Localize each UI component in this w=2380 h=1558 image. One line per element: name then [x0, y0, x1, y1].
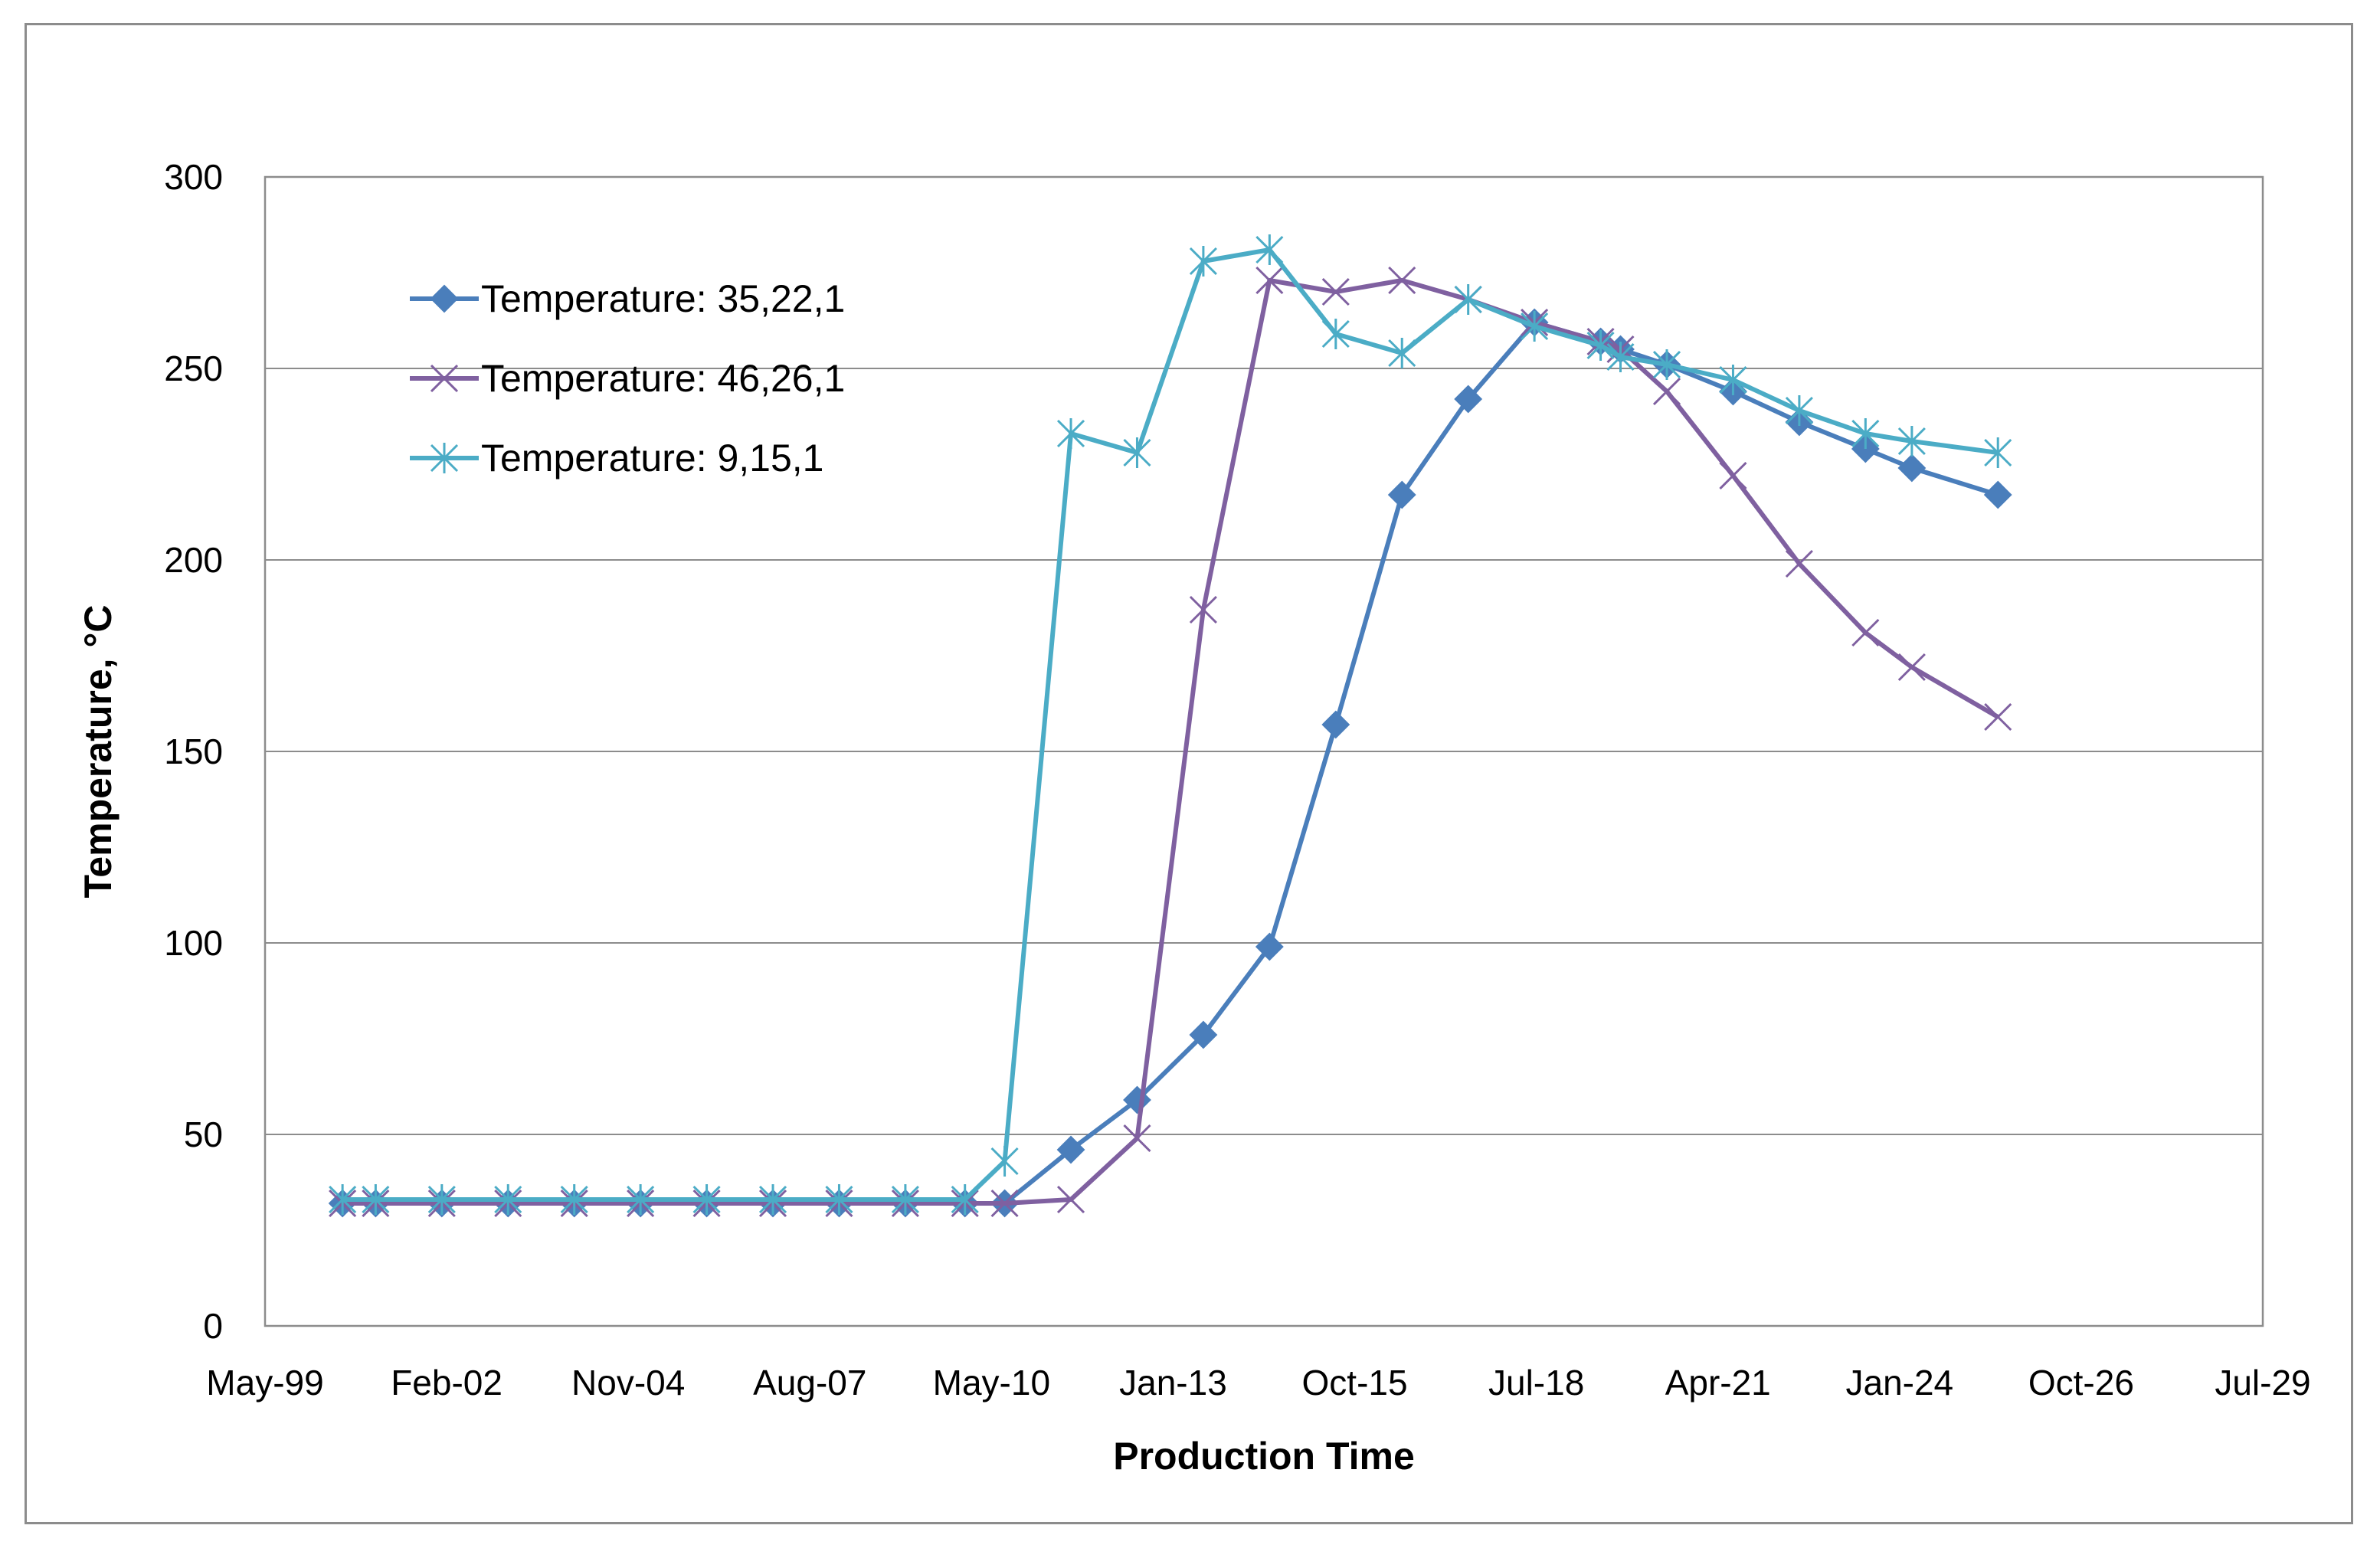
series-line	[342, 278, 1999, 1206]
data-point	[1056, 1135, 1085, 1164]
data-point	[427, 1184, 456, 1215]
data-point	[1056, 418, 1085, 449]
data-point	[1897, 426, 1926, 457]
y-tick-label: 300	[164, 157, 223, 197]
x-tick-label: May-10	[933, 1363, 1050, 1403]
data-point	[1255, 234, 1284, 265]
series-3	[329, 234, 2012, 1215]
data-point	[1123, 437, 1151, 468]
x-tick-label: Jan-13	[1119, 1363, 1227, 1403]
x-tick-label: Feb-02	[391, 1363, 503, 1403]
data-point	[1897, 453, 1927, 483]
x-axis-ticks: May-99 Feb-02 Nov-04 Aug-07 May-10 Jan-13 Oct-…	[206, 1363, 2310, 1403]
data-point	[1056, 1185, 1085, 1214]
data-point	[1851, 618, 1880, 647]
y-axis-ticks: 0 50 100 150 200 250 300	[164, 157, 223, 1346]
legend-marker	[430, 284, 459, 313]
data-point	[1388, 338, 1416, 368]
data-point	[758, 1184, 787, 1215]
legend: Temperature: 35,22,1 Temperature: 46,26,1…	[410, 277, 845, 480]
data-point	[1652, 377, 1681, 406]
data-point	[1388, 266, 1416, 295]
legend-marker	[430, 443, 459, 473]
x-tick-label: Apr-21	[1665, 1363, 1771, 1403]
legend-label: Temperature: 35,22,1	[481, 277, 845, 320]
y-tick-label: 50	[184, 1114, 223, 1154]
x-tick-label: Jul-18	[1488, 1363, 1584, 1403]
legend-item: Temperature: 46,26,1	[410, 357, 845, 400]
data-point	[627, 1184, 655, 1215]
data-point	[1123, 1124, 1151, 1153]
data-point	[329, 1184, 357, 1215]
data-point	[1719, 365, 1747, 395]
data-point	[891, 1184, 919, 1215]
data-point	[1189, 595, 1217, 624]
y-tick-label: 150	[164, 732, 223, 771]
data-point	[951, 1184, 979, 1215]
data-point	[1255, 932, 1284, 961]
legend-label: Temperature: 9,15,1	[481, 437, 824, 480]
x-tick-label: Jul-29	[2215, 1363, 2310, 1403]
x-tick-label: Aug-07	[753, 1363, 866, 1403]
data-point	[1984, 702, 2012, 732]
data-point	[1255, 266, 1284, 295]
plot-area	[264, 175, 2264, 1327]
data-point	[560, 1184, 588, 1215]
series-layer	[328, 234, 2012, 1218]
x-tick-label: Jan-24	[1845, 1363, 1953, 1403]
legend-label: Temperature: 46,26,1	[481, 357, 845, 400]
data-point	[1189, 1020, 1218, 1049]
data-point	[1321, 710, 1350, 739]
data-point	[1387, 480, 1416, 509]
y-tick-label: 200	[164, 540, 223, 580]
y-tick-label: 100	[164, 923, 223, 963]
legend-marker	[430, 364, 459, 393]
data-point	[990, 1189, 1019, 1218]
chart-frame	[25, 23, 2353, 1524]
x-tick-label: Oct-15	[1302, 1363, 1408, 1403]
data-point	[362, 1184, 390, 1215]
data-point	[1897, 653, 1926, 682]
y-axis-title: Temperature, °C	[77, 604, 119, 898]
data-point	[1606, 342, 1635, 372]
data-point	[1321, 277, 1350, 306]
data-point	[1321, 319, 1350, 349]
series-2	[329, 266, 2012, 1218]
data-point	[1586, 330, 1615, 361]
data-point	[825, 1184, 853, 1215]
data-point	[1983, 480, 2012, 509]
data-point	[1454, 284, 1482, 315]
y-tick-label: 250	[164, 349, 223, 388]
data-point	[494, 1184, 522, 1215]
data-point	[1851, 418, 1880, 449]
data-point	[692, 1184, 721, 1215]
legend-item: Temperature: 35,22,1	[410, 277, 845, 320]
data-point	[1785, 549, 1813, 578]
legend-item: Temperature: 9,15,1	[410, 437, 824, 480]
series-line	[342, 247, 1999, 1202]
data-point	[1521, 311, 1549, 342]
data-point	[1189, 246, 1217, 277]
data-point	[990, 1146, 1019, 1177]
x-tick-label: Oct-26	[2028, 1363, 2134, 1403]
data-point	[1785, 395, 1813, 426]
y-tick-label: 0	[203, 1306, 223, 1346]
x-tick-label: May-99	[206, 1363, 323, 1403]
data-point	[1719, 461, 1747, 490]
x-tick-label: Nov-04	[571, 1363, 685, 1403]
data-point	[1652, 349, 1681, 380]
x-axis-title: Production Time	[1113, 1435, 1415, 1478]
data-point	[1454, 385, 1483, 414]
data-point	[1984, 437, 2012, 468]
